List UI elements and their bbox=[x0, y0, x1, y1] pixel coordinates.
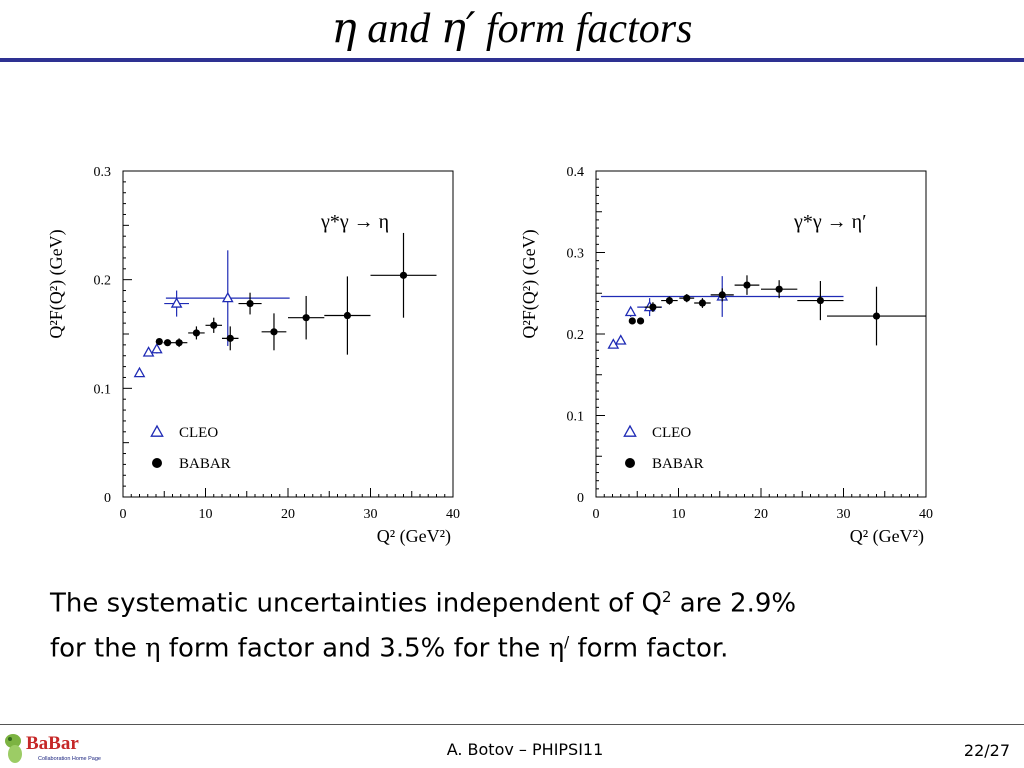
y-axis-label: Q²F(Q²) (GeV) bbox=[519, 229, 540, 338]
summary-line1: The systematic uncertainties independent… bbox=[50, 588, 662, 619]
data-point bbox=[192, 329, 201, 337]
eta-prime-form-factor-chart: 0 10 20 30 40 0 0.1 0.2 0.3 0.4 Q² (GeV²) Q²F(Q²) (… bbox=[519, 165, 933, 547]
data-point bbox=[636, 317, 645, 325]
data-point bbox=[163, 339, 172, 347]
summary-line2-b: form factor and 3.5% for the bbox=[160, 633, 549, 664]
data-point bbox=[142, 346, 155, 357]
process-label: γ*γ → η′ bbox=[793, 211, 867, 233]
y-tick-label: 0.1 bbox=[94, 382, 112, 397]
x-axis-label: Q² (GeV²) bbox=[850, 526, 924, 547]
legend-marker bbox=[152, 458, 162, 468]
y-tick-label: 0 bbox=[104, 491, 111, 506]
data-point bbox=[665, 296, 674, 305]
summary-prime-sup: / bbox=[564, 632, 570, 651]
summary-q2-sup: 2 bbox=[661, 588, 672, 606]
y-tick-label: 0 bbox=[577, 491, 584, 506]
data-point bbox=[649, 303, 657, 311]
x-tick-label: 20 bbox=[754, 507, 768, 522]
logo-subtext: Collaboration Home Page bbox=[38, 756, 101, 762]
data-point bbox=[624, 305, 637, 317]
y-tick-label: 0.3 bbox=[567, 247, 585, 262]
summary-eta-prime: η bbox=[548, 633, 565, 664]
data-point bbox=[816, 296, 824, 305]
footer-author: A. Botov – PHIPSI11 bbox=[446, 740, 604, 759]
data-point bbox=[221, 291, 234, 303]
data-point bbox=[743, 281, 751, 289]
data-point bbox=[302, 314, 310, 322]
x-tick-label: 0 bbox=[120, 507, 127, 522]
title-eta-prime: η′ bbox=[440, 3, 476, 52]
data-point bbox=[683, 294, 691, 302]
legend-marker bbox=[150, 424, 164, 437]
data-point bbox=[775, 285, 783, 293]
title-rest: form factors bbox=[485, 6, 693, 52]
data-point bbox=[246, 299, 254, 308]
x-tick-label: 10 bbox=[672, 507, 686, 522]
data-point bbox=[133, 366, 146, 378]
x-tick-label: 40 bbox=[919, 507, 933, 522]
y-tick-label: 0.1 bbox=[567, 410, 585, 425]
data-point bbox=[872, 312, 881, 320]
eta-form-factor-chart: 0 10 20 30 40 0 0.1 0.2 0.3 Q² (GeV²) Q²F(Q²) (GeV… bbox=[46, 165, 460, 547]
systematics-summary: The systematic uncertainties independent… bbox=[50, 578, 990, 667]
data-point bbox=[226, 334, 234, 342]
data-point bbox=[399, 271, 408, 279]
y-tick-label: 0.2 bbox=[94, 274, 112, 289]
y-tick-label: 0.4 bbox=[567, 165, 585, 180]
x-tick-label: 0 bbox=[593, 507, 600, 522]
data-point bbox=[210, 321, 218, 329]
data-point bbox=[698, 299, 707, 307]
title-eta: η bbox=[331, 3, 357, 52]
data-point bbox=[343, 311, 351, 320]
footer-divider bbox=[0, 724, 1024, 725]
x-axis-label: Q² (GeV²) bbox=[377, 526, 451, 547]
x-tick-label: 10 bbox=[199, 507, 213, 522]
slide-title: η and η′ form factors bbox=[0, 4, 1024, 53]
data-point bbox=[150, 342, 163, 354]
legend-label: BABAR bbox=[652, 456, 704, 472]
data-point bbox=[628, 317, 636, 325]
y-tick-label: 0.3 bbox=[94, 165, 112, 180]
data-point bbox=[175, 339, 183, 347]
summary-line1-end: are 2.9% bbox=[671, 588, 797, 619]
x-tick-label: 30 bbox=[364, 507, 378, 522]
process-label: γ*γ → η bbox=[320, 211, 389, 233]
babar-logo[interactable]: BaBar Collaboration Home Page bbox=[2, 729, 122, 765]
x-tick-label: 20 bbox=[281, 507, 295, 522]
data-point bbox=[155, 338, 163, 346]
legend-label: CLEO bbox=[652, 425, 691, 441]
plot-frame bbox=[122, 170, 454, 498]
title-and: and bbox=[367, 6, 431, 52]
y-tick-label: 0.2 bbox=[567, 328, 585, 343]
data-point bbox=[170, 297, 183, 308]
legend-marker bbox=[625, 458, 635, 468]
legend-label: CLEO bbox=[179, 425, 218, 441]
x-tick-label: 40 bbox=[446, 507, 460, 522]
page-number: 22/27 bbox=[963, 741, 1010, 760]
data-point bbox=[270, 328, 278, 336]
legend-marker bbox=[623, 424, 637, 437]
data-point bbox=[614, 334, 627, 345]
title-divider bbox=[0, 58, 1024, 62]
legend-label: BABAR bbox=[179, 456, 231, 472]
summary-eta: η bbox=[144, 633, 161, 664]
data-point bbox=[718, 291, 726, 299]
summary-line2-c: form factor. bbox=[569, 633, 729, 664]
y-axis-label: Q²F(Q²) (GeV) bbox=[46, 229, 67, 338]
x-tick-label: 30 bbox=[837, 507, 851, 522]
summary-line2-a: for the bbox=[50, 633, 145, 664]
logo-text: BaBar bbox=[26, 733, 79, 754]
